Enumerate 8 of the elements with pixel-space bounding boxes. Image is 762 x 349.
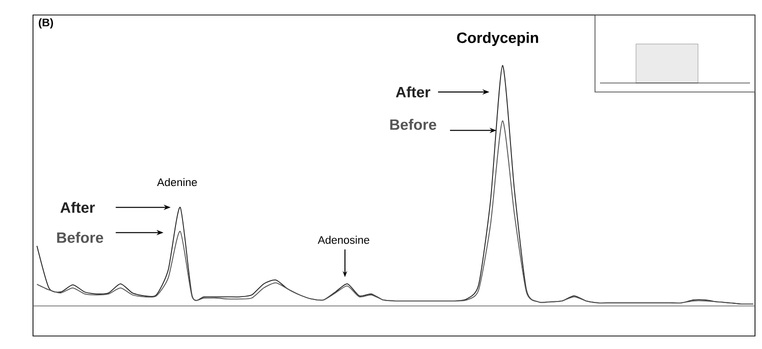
text: (B): [38, 18, 53, 29]
text: Before: [57, 232, 104, 243]
annotation: Adenine: [157, 178, 197, 186]
text: After: [396, 86, 430, 98]
text: After: [60, 202, 95, 213]
text: Before: [390, 118, 436, 130]
annotation: Adenosine: [318, 236, 370, 244]
text: Cordycepin: [457, 32, 538, 46]
